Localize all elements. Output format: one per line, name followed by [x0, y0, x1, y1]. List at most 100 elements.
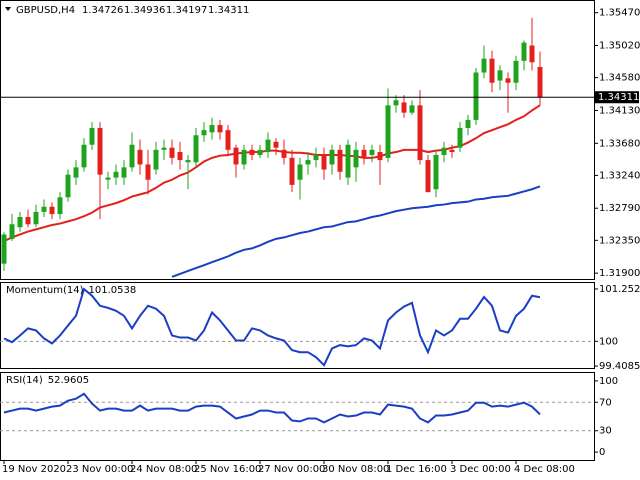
- candle-body: [393, 100, 399, 106]
- candle-body: [297, 164, 303, 180]
- candle-body: [289, 157, 295, 185]
- candle-body: [241, 149, 247, 165]
- y-tick-label: 1.32790: [599, 203, 640, 214]
- y-tick-label: 1.34130: [599, 105, 640, 116]
- current-price-box: [595, 91, 639, 104]
- candle-body: [177, 152, 183, 161]
- plot-area: [1, 17, 543, 278]
- y-tick-label: 100: [599, 336, 618, 347]
- candle-body: [425, 160, 431, 193]
- candle-body: [145, 164, 151, 180]
- symbol: GBPUSD,H4: [16, 5, 75, 16]
- y-tick-label: 99.4085: [599, 361, 640, 372]
- candle-body: [449, 149, 455, 153]
- candle-body: [401, 102, 407, 113]
- indicator-line: [3, 392, 541, 424]
- candle-body: [281, 149, 287, 158]
- candle-body: [249, 149, 255, 155]
- candle-body: [305, 160, 311, 165]
- candle-body: [377, 152, 383, 161]
- candle-body: [1, 234, 7, 264]
- candle-body: [25, 216, 31, 225]
- candle-body: [89, 127, 95, 145]
- candle-body: [129, 144, 135, 168]
- moving-average: [171, 185, 541, 278]
- candle-body: [201, 130, 207, 136]
- candle-body: [473, 72, 479, 120]
- x-tick-label: 23 Nov 00:00: [66, 464, 133, 475]
- moving-average: [3, 104, 541, 242]
- candle-body: [217, 125, 223, 133]
- y-tick-label: 100: [599, 376, 618, 387]
- candle-body: [185, 160, 191, 163]
- candle-body: [529, 45, 535, 63]
- candle-body: [313, 154, 319, 161]
- x-tick-label: 24 Nov 08:00: [130, 464, 197, 475]
- candle-body: [513, 60, 519, 83]
- high-value: 1.34936: [124, 5, 165, 16]
- candle-body: [113, 171, 119, 178]
- indicator-value: 101.0538: [89, 285, 137, 296]
- candle-body: [433, 154, 439, 190]
- candle-body: [369, 149, 375, 155]
- y-tick-label: 1.33680: [599, 138, 640, 149]
- candle-body: [537, 66, 543, 98]
- open-value: 1.34726: [82, 5, 123, 16]
- close-value: 1.34311: [208, 5, 249, 16]
- candle-body: [505, 78, 511, 83]
- y-tick-label: 1.35470: [599, 8, 640, 19]
- x-tick-label: 30 Nov 08:00: [322, 464, 389, 475]
- y-tick-label: 1.35020: [599, 41, 640, 52]
- candle-body: [57, 197, 63, 215]
- candle-body: [9, 224, 15, 239]
- candle-body: [169, 147, 175, 158]
- candle-body: [417, 105, 423, 161]
- candle-body: [233, 147, 239, 165]
- candle-body: [385, 105, 391, 158]
- indicator-title: RSI(14): [6, 375, 43, 386]
- x-tick-label: 25 Nov 16:00: [194, 464, 261, 475]
- candle-body: [137, 149, 143, 165]
- momentum-frame: [0, 282, 595, 369]
- candle-body: [497, 70, 503, 81]
- indicator-value: 52.9605: [48, 375, 89, 386]
- y-tick-label: 1.33240: [599, 170, 640, 181]
- y-tick-label: 1.32350: [599, 235, 640, 246]
- y-tick-label: 1.31900: [599, 268, 640, 279]
- candle-body: [209, 125, 215, 133]
- candle-body: [265, 139, 271, 153]
- candle-body: [321, 154, 327, 170]
- candle-body: [81, 144, 87, 168]
- x-tick-label: 1 Dec 16:00: [386, 464, 447, 475]
- indicator-title: Momentum(14): [6, 285, 84, 296]
- x-tick-label: 4 Dec 08:00: [514, 464, 575, 475]
- candle-body: [193, 135, 199, 163]
- candle-body: [33, 211, 39, 225]
- candle-body: [273, 141, 279, 148]
- candle-body: [257, 149, 263, 155]
- candle-body: [153, 149, 159, 170]
- menu-icon: [5, 7, 11, 11]
- candle-body: [521, 42, 527, 61]
- candle-body: [49, 206, 55, 215]
- y-tick-label: 0: [599, 447, 605, 458]
- candle-body: [105, 177, 111, 180]
- candle-body: [65, 174, 71, 198]
- main-frame: [0, 0, 595, 280]
- candle-body: [161, 147, 167, 150]
- candle-body: [121, 167, 127, 178]
- candle-body: [361, 149, 367, 158]
- indicator-line: [3, 287, 541, 367]
- candle-body: [337, 149, 343, 172]
- y-tick-label: 70: [599, 397, 612, 408]
- candle-body: [17, 216, 23, 228]
- candle-body: [353, 149, 359, 168]
- candle-body: [97, 127, 103, 175]
- x-tick-label: 3 Dec 00:00: [450, 464, 511, 475]
- candle-body: [481, 58, 487, 73]
- y-tick-label: 1.34580: [599, 73, 640, 84]
- candle-body: [329, 149, 335, 165]
- candle-body: [409, 105, 415, 113]
